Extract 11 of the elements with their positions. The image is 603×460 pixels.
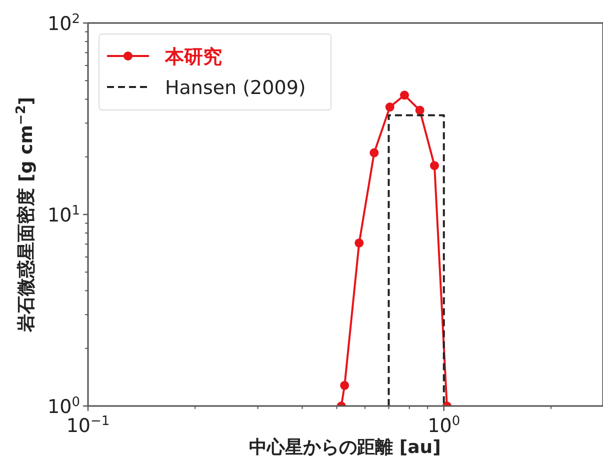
point xyxy=(370,148,379,158)
x-axis-title: 中心星からの距離 [au] xyxy=(249,437,441,458)
y-tick-label: 10$^{1}$ xyxy=(48,203,80,226)
legend-label: Hansen (2009) xyxy=(165,77,306,99)
legend-label: 本研究 xyxy=(164,46,222,68)
point xyxy=(400,90,409,100)
point xyxy=(354,238,364,248)
point xyxy=(415,106,424,115)
point xyxy=(385,102,394,112)
point xyxy=(430,161,439,170)
y-tick-label: 10$^{2}$ xyxy=(48,12,80,35)
